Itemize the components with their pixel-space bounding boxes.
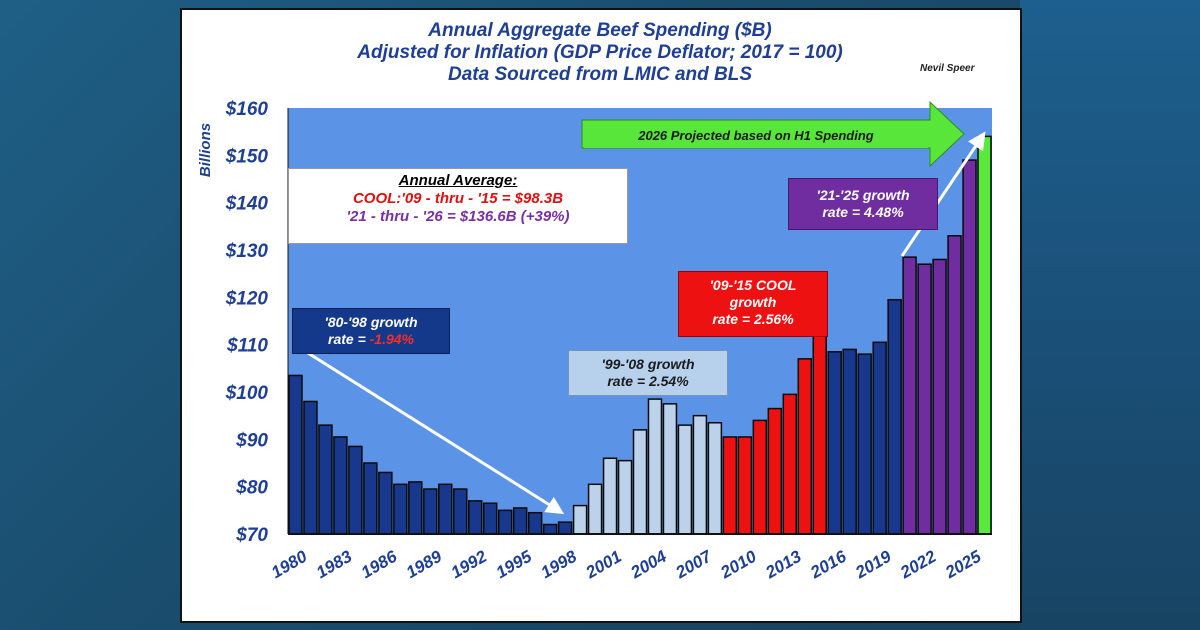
x-tick-label: 1986: [358, 547, 401, 583]
y-tick-label: $150: [225, 146, 269, 167]
x-tick-label: 1998: [538, 547, 581, 583]
x-tick-label: 2010: [717, 547, 761, 583]
bar-1983: [333, 436, 348, 535]
x-tick-label: 1983: [313, 547, 356, 583]
y-tick-label: $130: [225, 241, 269, 262]
avg-recent-line: '21 - thru - '26 = $136.6B (+39%): [346, 208, 570, 225]
bar-1989: [423, 488, 438, 535]
x-tick-label: 1989: [403, 547, 446, 583]
bar-1987: [393, 483, 408, 535]
x-tick-label: 1980: [268, 547, 311, 583]
bar-1988: [408, 481, 423, 535]
bar-2012: [767, 407, 783, 535]
bar-1996: [527, 511, 543, 535]
bar-2016: [827, 351, 842, 535]
x-tick-label: 2022: [896, 547, 940, 583]
title-line-1: Annual Aggregate Beef Spending ($B): [428, 20, 772, 41]
y-tick-label: $80: [235, 478, 268, 499]
x-tick-label: 2001: [582, 547, 625, 583]
y-tick-label: $110: [226, 336, 268, 357]
bar-1994: [497, 509, 513, 535]
bar-2008: [707, 422, 723, 535]
background-panel: [1020, 0, 1200, 630]
bar-2019: [872, 341, 887, 535]
bar-1999: [572, 504, 588, 535]
title-line-2: Adjusted for Inflation (GDP Price Deflat…: [357, 42, 843, 63]
bar-2025: [962, 159, 977, 535]
trend-arrow-1980-1998: [299, 346, 565, 515]
bar-2011: [752, 419, 768, 535]
x-tick-label: 2019: [851, 547, 895, 583]
bar-1998: [557, 521, 573, 535]
y-tick-label: $70: [235, 525, 268, 546]
bar-2010: [737, 436, 753, 535]
avg-heading: Annual Average:: [398, 172, 518, 189]
bar-2001: [602, 457, 618, 535]
bar-2023: [932, 258, 947, 535]
bar-2015: [812, 334, 827, 535]
bar-1995: [512, 507, 528, 535]
bar-2003: [632, 429, 648, 535]
y-tick-label: $160: [225, 99, 269, 120]
bar-2024: [947, 235, 962, 535]
x-tick-label: 2004: [627, 547, 671, 583]
growth-2009-2015-label: '09-'15 COOL growth rate = 2.56%: [678, 271, 828, 337]
bar-2004: [647, 398, 663, 535]
bar-2000: [587, 483, 603, 535]
bar-2007: [692, 414, 708, 535]
x-tick-label: 1992: [448, 547, 491, 583]
x-tick-label: 2025: [941, 547, 985, 583]
growth-1980-1998-label: '80-'98 growth rate = -1.94%: [292, 308, 450, 354]
bar-1986: [378, 471, 393, 535]
avg-cool-line: COOL:'09 - thru - '15 = $98.3B: [352, 190, 564, 207]
growth-1999-2008-label: '99-'08 growth rate = 2.54%: [568, 350, 728, 396]
chart-title: Annual Aggregate Beef Spending ($B) Adju…: [0, 20, 1200, 86]
bar-2009: [722, 436, 738, 535]
bar-1990: [438, 483, 453, 535]
title-line-3: Data Sourced from LMIC and BLS: [447, 64, 753, 85]
bar-2017: [842, 348, 857, 535]
x-tick-label: 1995: [493, 547, 536, 583]
growth-2021-2025-label: '21-'25 growth rate = 4.48%: [788, 178, 938, 230]
bar-2026: [977, 135, 992, 535]
bar-2002: [617, 459, 633, 535]
annual-average-box: Annual Average: COOL:'09 - thru - '15 = …: [288, 168, 628, 244]
bar-1997: [542, 523, 558, 535]
x-tick-label: 2007: [672, 546, 716, 583]
bar-1980: [288, 374, 303, 535]
bar-2018: [857, 353, 872, 535]
bar-1985: [363, 462, 378, 535]
trend-arrow-2021-2025: [900, 131, 986, 257]
bar-2020: [887, 298, 902, 535]
y-axis-label: Billions: [197, 123, 214, 177]
x-tick-label: 2013: [761, 547, 805, 583]
y-tick-label: $140: [225, 194, 269, 215]
bar-1991: [453, 488, 468, 535]
bar-2014: [797, 358, 813, 535]
y-tick-label: $90: [235, 430, 268, 451]
bar-1981: [303, 400, 318, 535]
bar-1984: [348, 445, 363, 535]
bar-1993: [482, 502, 498, 535]
bar-2021: [902, 256, 917, 535]
bar-2013: [782, 393, 798, 535]
y-tick-label: $120: [225, 288, 269, 309]
author-watermark: Nevil Speer: [920, 63, 975, 74]
bar-1982: [318, 424, 333, 535]
y-tick-label: $100: [225, 383, 269, 404]
bar-2022: [917, 263, 932, 535]
x-tick-label: 2016: [806, 547, 850, 583]
bar-2005: [662, 403, 678, 535]
projection-arrow-label: 2026 Projected based on H1 Spending: [584, 122, 928, 148]
bar-2006: [677, 424, 693, 535]
bar-1992: [467, 500, 483, 535]
